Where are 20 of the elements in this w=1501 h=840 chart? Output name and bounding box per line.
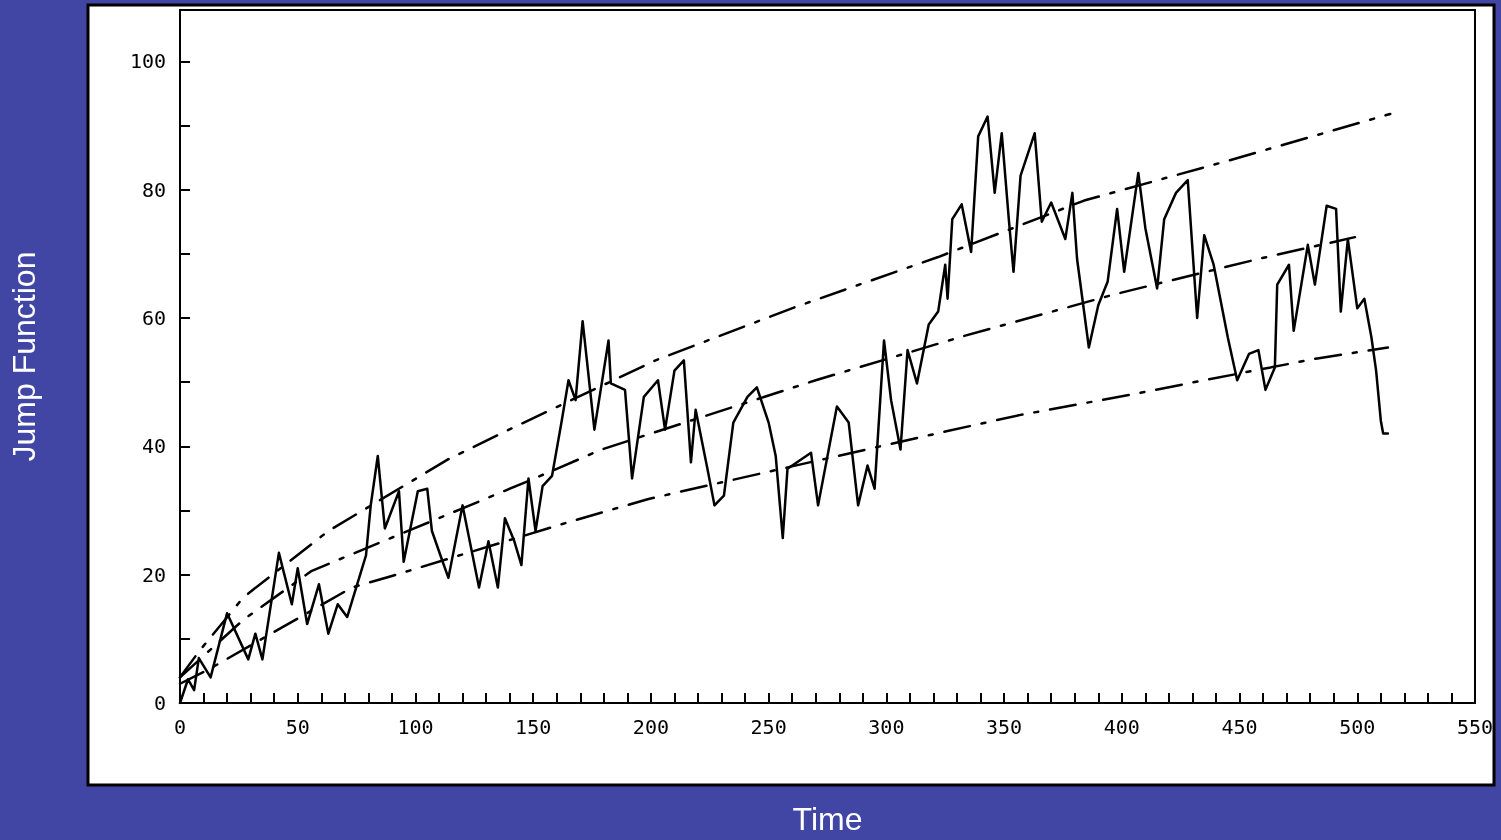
x-tick-label: 50 (285, 715, 310, 739)
x-tick-label: 250 (750, 715, 787, 739)
x-tick-label: 450 (1221, 715, 1258, 739)
x-tick-label: 500 (1339, 715, 1376, 739)
x-tick-label: 0 (173, 715, 187, 739)
y-tick-label: 100 (129, 49, 166, 74)
x-tick-label: 200 (632, 715, 669, 739)
x-tick-label: 550 (1456, 715, 1494, 739)
y-tick-label: 0 (153, 691, 166, 715)
y-tick-label: 20 (141, 562, 166, 587)
x-tick-label: 100 (397, 715, 434, 739)
y-tick-label: 40 (141, 434, 166, 459)
y-axis-title: Jump Function (6, 251, 42, 462)
x-tick-label: 350 (986, 715, 1023, 739)
x-tick-label: 300 (868, 715, 905, 739)
y-tick-label: 80 (141, 177, 166, 202)
x-tick-label: 150 (515, 715, 552, 739)
x-axis-title: Time (792, 801, 863, 837)
y-tick-label: 60 (141, 306, 166, 330)
x-tick-label: 400 (1103, 715, 1140, 739)
